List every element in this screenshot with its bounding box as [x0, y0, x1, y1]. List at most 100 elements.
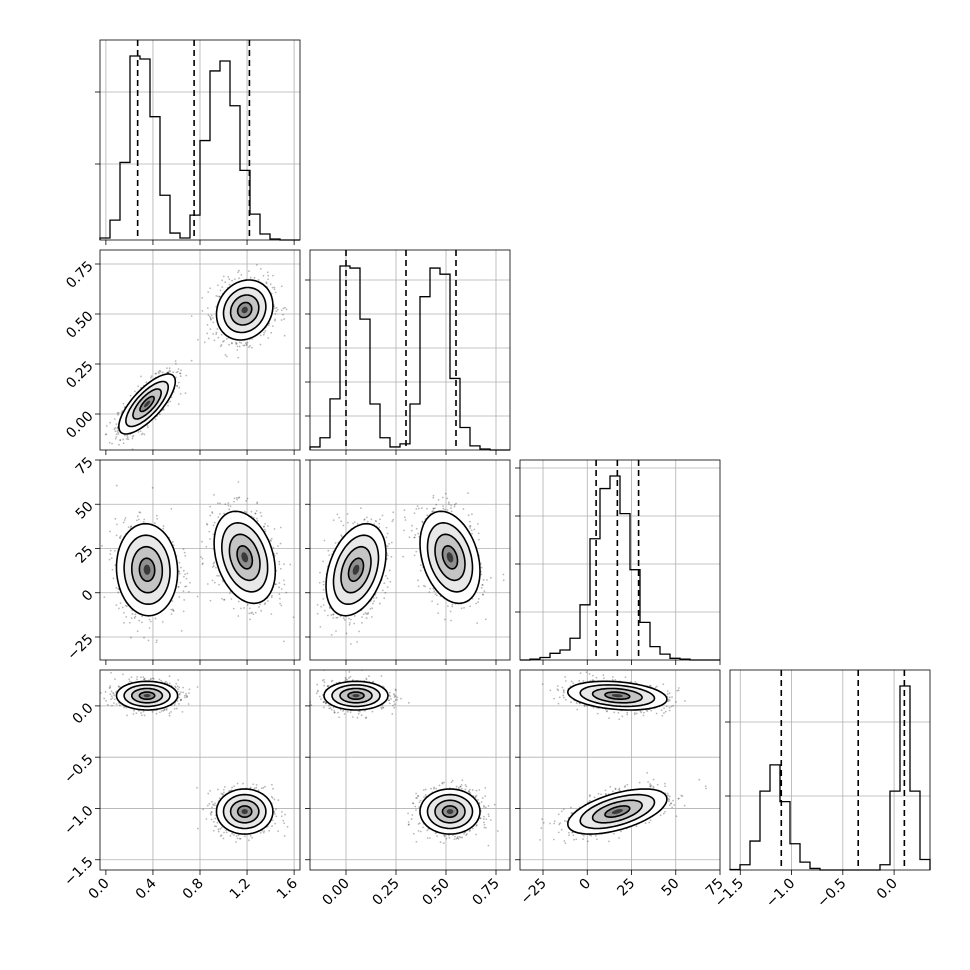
- panel-3-2-point: [640, 711, 643, 714]
- panel-1-0-point: [269, 283, 272, 286]
- panel-1-0-point: [155, 372, 158, 375]
- panel-3-1-point: [443, 835, 446, 838]
- panel-3-1-point: [439, 841, 442, 844]
- panel-3-2-point: [552, 838, 555, 841]
- panel-3-2-point: [563, 840, 566, 842]
- panel-3-1-point: [343, 713, 346, 715]
- panel-2-0-point: [273, 528, 276, 530]
- panel-3-2-point: [667, 698, 670, 701]
- panel-3-0-point: [187, 703, 190, 705]
- panel-2-0-point: [119, 535, 122, 537]
- panel-3-1-point: [323, 684, 326, 687]
- panel-1-0-point: [249, 344, 251, 347]
- panel-3-0-point: [113, 698, 116, 701]
- panel-3-1-point: [382, 706, 385, 709]
- panel-2-1-point: [469, 527, 471, 529]
- panel-3-2-point: [582, 838, 585, 840]
- panel-1-0-point: [125, 438, 128, 440]
- panel-1-0-point: [249, 276, 252, 279]
- panel-3-0-density-0-4: [143, 694, 151, 698]
- panel-3-2-point: [667, 700, 670, 703]
- panel-3-0-point: [274, 822, 277, 825]
- panel-3-2-point: [557, 831, 560, 834]
- panel-3-1-point: [447, 834, 450, 837]
- panel-2-0-point: [135, 519, 138, 522]
- panel-3-1-point: [422, 826, 424, 829]
- panel-2-1-point: [403, 516, 406, 519]
- panel-2-0-point: [171, 600, 174, 602]
- panel-3-2-point: [677, 797, 680, 800]
- panel-1-0-contour-0-3: [139, 395, 155, 413]
- panel-2-1-point: [375, 520, 378, 523]
- panel-2-0-point: [233, 500, 235, 503]
- panel-3-2-point: [611, 676, 614, 678]
- panel-2-1-point: [373, 600, 376, 603]
- panel-2-0-point: [212, 565, 215, 567]
- panel-2-1-point: [364, 612, 367, 614]
- panel-3-1-point: [484, 826, 487, 829]
- panel-3-0-point: [222, 794, 225, 796]
- panel-2-1-point: [392, 518, 395, 521]
- panel-2-0-point: [180, 566, 182, 569]
- panel-3-1-point: [325, 702, 327, 705]
- panel-3-1-point: [487, 805, 490, 807]
- panel-3-1-point: [478, 789, 481, 791]
- panel-3-1-contour-0-2: [339, 687, 373, 704]
- panel-3-0-point: [128, 680, 131, 683]
- panel-3-1-point: [426, 837, 429, 840]
- panel-2-1-point: [431, 600, 434, 603]
- panel-1-0-point: [283, 334, 286, 337]
- panel-3-2-point: [568, 834, 570, 837]
- panel-1-0-point: [255, 264, 258, 266]
- panel-3-2-point: [549, 689, 552, 692]
- panel-3-1-point: [407, 701, 410, 704]
- panel-3-0-point: [213, 825, 216, 828]
- panel-2-1-point: [363, 518, 366, 521]
- panel-3-0-point: [213, 804, 216, 807]
- panel-3-0-point: [182, 686, 185, 689]
- panel-2-1-point: [426, 514, 429, 517]
- panel-3-1-point: [417, 829, 420, 832]
- panel-3-1-point: [393, 696, 396, 698]
- panel-3-0-point: [108, 687, 111, 689]
- panel-2-0-point: [161, 620, 164, 623]
- panel-3-0-point: [177, 679, 180, 681]
- panel-3-2-point: [654, 686, 657, 689]
- panel-3-2-point: [596, 838, 598, 841]
- panel-3-2-point: [604, 792, 607, 795]
- panel-3-1-point: [480, 801, 483, 803]
- panel-2-0-point: [282, 640, 285, 643]
- panel-3-0-point: [249, 786, 252, 789]
- panel-3-1-point: [463, 832, 465, 835]
- panel-1-0-point: [162, 408, 165, 411]
- panel-3-0-point: [273, 798, 276, 801]
- panel-3-0-point: [213, 820, 215, 823]
- panel-2-1-point: [323, 609, 326, 612]
- panel-2-0-point: [141, 621, 143, 624]
- panel-3-2-point: [671, 806, 674, 809]
- panel-2-0-point: [269, 540, 272, 542]
- panel-1-0-point: [206, 307, 209, 310]
- panel-2-0-point: [277, 545, 279, 547]
- panel-2-0-point: [205, 545, 208, 548]
- panel-2-0-point: [184, 585, 186, 588]
- panel-3-1-point: [483, 826, 486, 829]
- panel-2-1-point: [428, 591, 431, 593]
- panel-3-2-point: [667, 797, 670, 800]
- panel-2-0-point: [136, 630, 139, 633]
- panel-3-0-point: [160, 710, 163, 712]
- panel-3-1-point: [487, 844, 490, 847]
- panel-1-0-point: [210, 318, 212, 320]
- panel-2-0-point: [125, 616, 128, 618]
- panel-2-1-point: [467, 514, 470, 517]
- panel-3-1-point: [414, 805, 417, 808]
- panel-1-0-point: [267, 324, 270, 327]
- panel-3-1-point: [475, 824, 478, 826]
- panel-1-0-point: [228, 278, 231, 281]
- panel-3-1-point: [380, 675, 383, 677]
- panel-3-2-point: [683, 804, 686, 807]
- panel-2-0-point: [212, 533, 215, 536]
- panel-3-1-point: [381, 706, 384, 709]
- panel-2-1-point: [478, 538, 480, 541]
- panel-3-2-point: [557, 813, 560, 816]
